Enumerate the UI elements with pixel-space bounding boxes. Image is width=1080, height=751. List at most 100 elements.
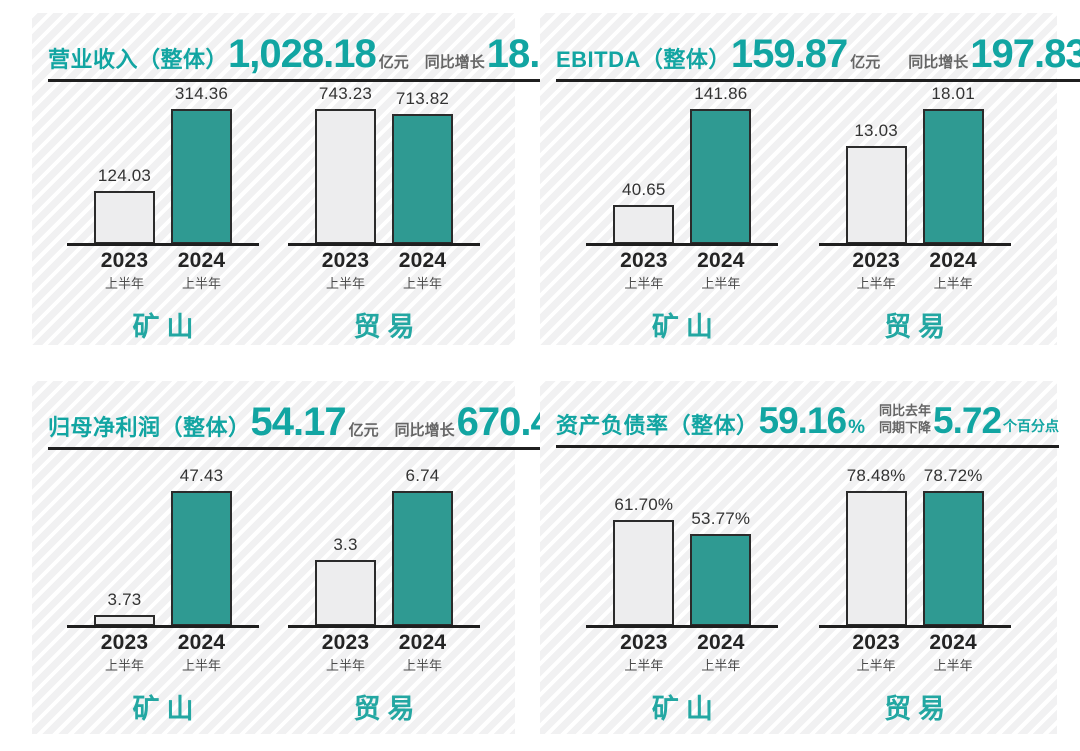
bar-2024 — [690, 109, 752, 244]
bar-cell-2023: 124.03 — [94, 166, 155, 244]
bar-2023 — [613, 205, 675, 244]
change-label-stacked: 同比去年 同期下降 — [879, 403, 932, 436]
panel-revenue: 营业收入（整体） 1,028.18 亿元 同比增长 18.56 % 124.03… — [32, 13, 599, 345]
x-tick-2024: 2024 上半年 — [697, 631, 745, 673]
title-label: 资产负债率（整体） — [556, 413, 759, 438]
headline-unit: 亿元 — [850, 54, 881, 71]
x-tick-2023: 2023 上半年 — [100, 631, 149, 673]
group-label-mining: 矿山 — [651, 312, 720, 342]
x-tick-2024: 2024 上半年 — [177, 631, 226, 673]
panel-title-debt-ratio: 资产负债率（整体） 59.16 % 同比去年 同期下降 5.72 个百分点 — [556, 400, 1060, 448]
panel-title-ebitda: EBITDA（整体） 159.87 亿元 同比增长 197.83 % — [556, 32, 1080, 82]
panel-net-profit: 归母净利润（整体） 54.17 亿元 同比增长 670.43 % 3.73 47… — [32, 381, 591, 734]
bar-2023 — [845, 146, 907, 244]
chart-area: 40.65 141.86 2023 上半年 2024 — [540, 82, 1057, 352]
x-tick-2023: 2023 上半年 — [321, 631, 370, 673]
headline-value: 1,028.18 — [228, 32, 377, 76]
change-suffix: 个百分点 — [1003, 418, 1060, 434]
bar-2024 — [392, 114, 453, 244]
group-trade: 743.23 713.82 2023 上半年 2024 — [288, 82, 480, 344]
group-mining: 61.70% 53.77% 2023 上半年 2024 — [586, 464, 779, 726]
x-tick-2023: 2023 上半年 — [620, 631, 668, 673]
headline-value: 54.17 — [250, 400, 347, 444]
bar-cell-2023: 743.23 — [315, 84, 376, 244]
group-trade: 3.3 6.74 2023 上半年 2024 — [288, 464, 480, 726]
x-axis-line — [67, 625, 259, 628]
bar-cell-2024: 314.36 — [171, 84, 232, 244]
headline-value: 59.16 — [758, 400, 848, 441]
bar-2023 — [315, 560, 376, 626]
group-label-mining: 矿山 — [651, 694, 720, 724]
change-value: 5.72 — [933, 400, 1002, 441]
bar-value-label: 40.65 — [622, 180, 666, 199]
bar-2024 — [922, 491, 984, 626]
bar-value-label: 713.82 — [395, 89, 450, 108]
group-label-trade: 贸易 — [884, 694, 953, 724]
bar-cell-2024: 53.77% — [690, 509, 752, 626]
headline-value: 159.87 — [730, 32, 848, 76]
panel-ebitda: EBITDA（整体） 159.87 亿元 同比增长 197.83 % 40.65… — [540, 13, 1080, 345]
bar-2023 — [613, 520, 675, 626]
x-axis-line — [288, 243, 480, 246]
bar-cell-2023: 13.03 — [845, 121, 907, 244]
bar-2024 — [922, 109, 984, 244]
bar-value-label: 61.70% — [614, 495, 674, 514]
bar-cell-2024: 78.72% — [922, 466, 984, 626]
bar-value-label: 13.03 — [854, 121, 898, 140]
group-label-trade: 贸易 — [353, 694, 422, 724]
bar-value-label: 78.72% — [923, 466, 983, 485]
panel-title-net-profit: 归母净利润（整体） 54.17 亿元 同比增长 670.43 % — [48, 400, 591, 450]
bar-cell-2023: 78.48% — [845, 466, 907, 626]
bar-cell-2023: 61.70% — [613, 495, 675, 626]
change-label: 同比增长 — [424, 54, 485, 71]
chart-area: 124.03 314.36 2023 上半年 2024 — [32, 82, 515, 352]
x-axis-line — [586, 243, 779, 246]
kpi-card-grid: 营业收入（整体） 1,028.18 亿元 同比增长 18.56 % 124.03… — [32, 13, 1080, 734]
bar-value-label: 124.03 — [97, 166, 152, 185]
x-axis-line — [586, 625, 779, 628]
bar-value-label: 47.43 — [179, 466, 224, 485]
x-tick-2023: 2023 上半年 — [100, 249, 149, 291]
bar-cell-2024: 6.74 — [392, 466, 453, 626]
bar-value-label: 53.77% — [691, 509, 751, 528]
bar-value-label: 743.23 — [318, 84, 373, 103]
x-axis-line — [67, 243, 259, 246]
group-mining: 40.65 141.86 2023 上半年 2024 — [586, 82, 779, 344]
bar-2024 — [171, 491, 232, 626]
x-axis-line — [288, 625, 480, 628]
title-label: 归母净利润（整体） — [48, 415, 251, 440]
bar-cell-2023: 40.65 — [613, 180, 675, 244]
bar-value-label: 3.73 — [107, 590, 142, 609]
x-tick-2023: 2023 上半年 — [321, 249, 370, 291]
group-trade: 78.48% 78.72% 2023 上半年 2024 — [818, 464, 1011, 726]
bar-value-label: 78.48% — [846, 466, 906, 485]
x-tick-2024: 2024 上半年 — [398, 249, 447, 291]
bar-cell-2024: 18.01 — [922, 84, 984, 244]
x-tick-2023: 2023 上半年 — [852, 631, 900, 673]
x-tick-2024: 2024 上半年 — [929, 631, 977, 673]
bar-value-label: 3.3 — [333, 535, 358, 554]
x-tick-2024: 2024 上半年 — [697, 249, 745, 291]
title-label: 营业收入（整体） — [48, 47, 229, 72]
group-label-trade: 贸易 — [884, 312, 953, 342]
chart-area: 61.70% 53.77% 2023 上半年 2024 — [540, 448, 1057, 734]
x-axis-line — [818, 625, 1011, 628]
bar-cell-2024: 47.43 — [171, 466, 232, 626]
x-tick-2024: 2024 上半年 — [398, 631, 447, 673]
change-label: 同比增长 — [394, 422, 455, 439]
bar-2023 — [845, 491, 907, 626]
headline-unit: 亿元 — [378, 54, 409, 71]
panel-debt-ratio: 资产负债率（整体） 59.16 % 同比去年 同期下降 5.72 个百分点 61… — [540, 381, 1060, 734]
headline-unit: 亿元 — [348, 422, 379, 439]
bar-cell-2024: 141.86 — [690, 84, 752, 244]
x-tick-2024: 2024 上半年 — [177, 249, 226, 291]
headline-unit: % — [848, 417, 866, 438]
x-tick-2024: 2024 上半年 — [929, 249, 977, 291]
group-label-mining: 矿山 — [132, 312, 201, 342]
bar-2023 — [94, 191, 155, 244]
title-label: EBITDA（整体） — [556, 47, 731, 72]
group-label-trade: 贸易 — [353, 312, 422, 342]
x-tick-2023: 2023 上半年 — [620, 249, 668, 291]
group-mining: 124.03 314.36 2023 上半年 2024 — [67, 82, 259, 344]
bar-2023 — [315, 109, 376, 244]
